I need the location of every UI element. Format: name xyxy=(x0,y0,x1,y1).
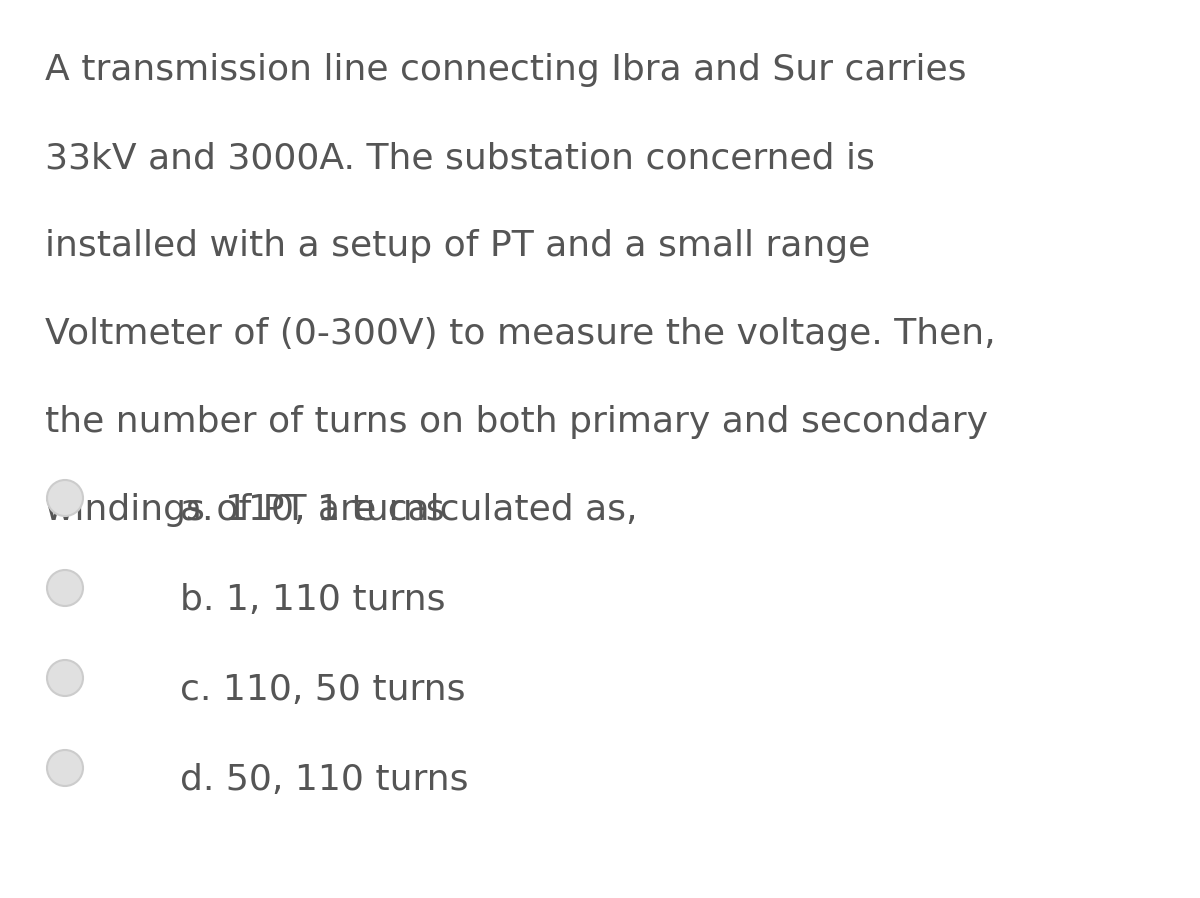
Text: the number of turns on both primary and secondary: the number of turns on both primary and … xyxy=(46,405,988,439)
Ellipse shape xyxy=(47,660,83,696)
Ellipse shape xyxy=(47,750,83,786)
Text: a. 110, 1 turns: a. 110, 1 turns xyxy=(180,493,445,527)
Text: b. 1, 110 turns: b. 1, 110 turns xyxy=(180,583,445,617)
Ellipse shape xyxy=(47,570,83,606)
Text: d. 50, 110 turns: d. 50, 110 turns xyxy=(180,763,468,797)
Text: A transmission line connecting Ibra and Sur carries: A transmission line connecting Ibra and … xyxy=(46,53,966,87)
Ellipse shape xyxy=(47,480,83,516)
Text: installed with a setup of PT and a small range: installed with a setup of PT and a small… xyxy=(46,229,870,263)
Text: Voltmeter of (0-300V) to measure the voltage. Then,: Voltmeter of (0-300V) to measure the vol… xyxy=(46,317,996,351)
Text: c. 110, 50 turns: c. 110, 50 turns xyxy=(180,673,466,707)
Text: windings of PT are calculated as,: windings of PT are calculated as, xyxy=(46,493,637,527)
Text: 33kV and 3000A. The substation concerned is: 33kV and 3000A. The substation concerned… xyxy=(46,141,875,175)
